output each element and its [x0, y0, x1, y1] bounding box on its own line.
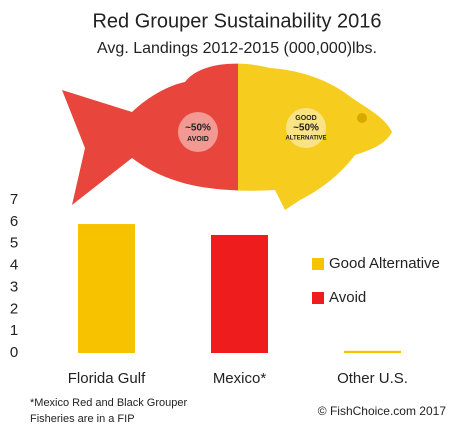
chart-subtitle: Avg. Landings 2012-2015 (000,000)lbs. — [97, 40, 377, 57]
legend-label: Good Alternative — [329, 255, 440, 272]
legend-label: Avoid — [329, 289, 366, 306]
y-tick-label: 2 — [10, 300, 18, 317]
legend-swatch — [312, 292, 324, 304]
fish-illustration — [62, 63, 392, 210]
x-tick-label: Florida Gulf — [68, 370, 146, 387]
chart-title: Red Grouper Sustainability 2016 — [92, 10, 381, 32]
footnote: *Mexico Red and Black Grouper — [30, 397, 187, 409]
bar — [78, 224, 135, 353]
x-tick-label: Mexico* — [213, 370, 267, 387]
y-tick-label: 5 — [10, 235, 18, 252]
bar — [211, 234, 268, 353]
annotation: ALTERNATIVE — [285, 136, 326, 142]
y-tick-label: 4 — [10, 257, 18, 274]
y-tick-label: 1 — [10, 322, 18, 339]
annotation: AVOID — [187, 136, 209, 143]
y-tick-label: 3 — [10, 278, 18, 295]
annotation: GOOD — [295, 115, 316, 122]
legend-swatch — [312, 258, 324, 270]
x-tick-label: Other U.S. — [337, 370, 408, 387]
footnote: Fisheries are in a FIP — [30, 413, 135, 425]
annotation: ~50% — [293, 123, 319, 134]
y-tick-label: 6 — [10, 213, 18, 230]
bar — [344, 350, 401, 353]
y-tick-label: 0 — [10, 344, 18, 361]
annotation: ~50% — [185, 123, 211, 134]
source: © FishChoice.com 2017 — [318, 404, 447, 418]
y-tick-label: 7 — [10, 191, 18, 208]
